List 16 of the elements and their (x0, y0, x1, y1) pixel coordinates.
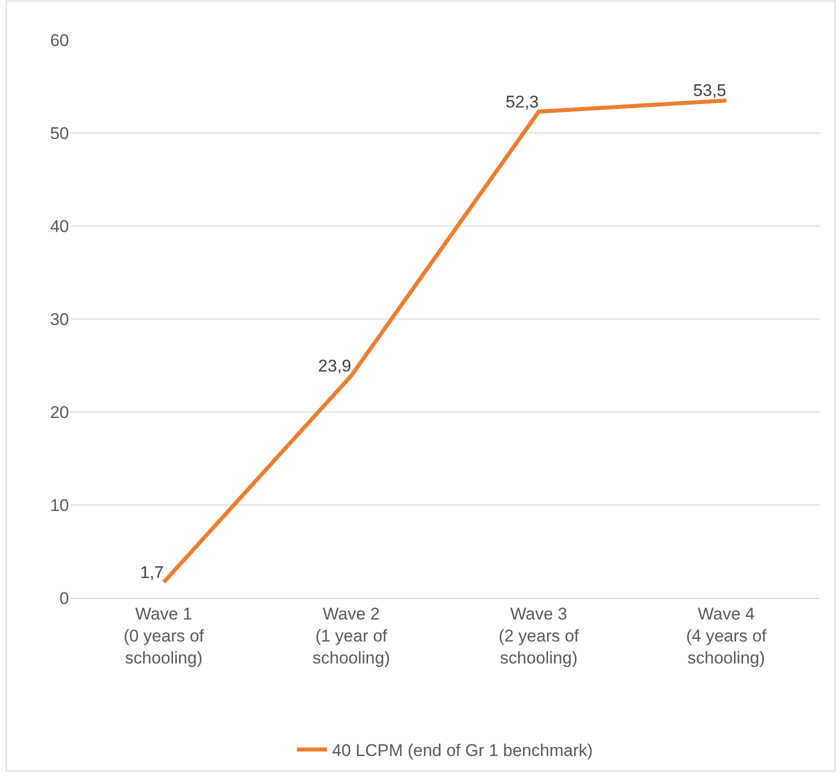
x-tick-label: Wave 1 (0 years of schooling) (124, 604, 204, 668)
y-tick-label: 60 (50, 30, 69, 50)
y-tick-label: 50 (50, 124, 69, 143)
y-tick-label: 20 (50, 402, 69, 422)
y-tick-label: 30 (50, 310, 69, 329)
legend-label: 40 LCPM (end of Gr 1 benchmark) (332, 741, 593, 760)
x-tick-label: Wave 3 (2 years of schooling) (498, 604, 580, 668)
data-label: 53,5 (693, 81, 726, 100)
data-label: 52,3 (506, 92, 539, 112)
y-tick-label: 0 (60, 588, 69, 608)
x-tick-label: Wave 4 (4 years of schooling) (686, 604, 767, 668)
x-tick-label: Wave 2 (1 year of schooling) (312, 604, 390, 668)
y-tick-label: 10 (50, 496, 69, 515)
y-tick-label: 40 (50, 216, 69, 236)
data-label: 1,7 (140, 562, 164, 582)
data-label: 23,9 (318, 356, 352, 376)
